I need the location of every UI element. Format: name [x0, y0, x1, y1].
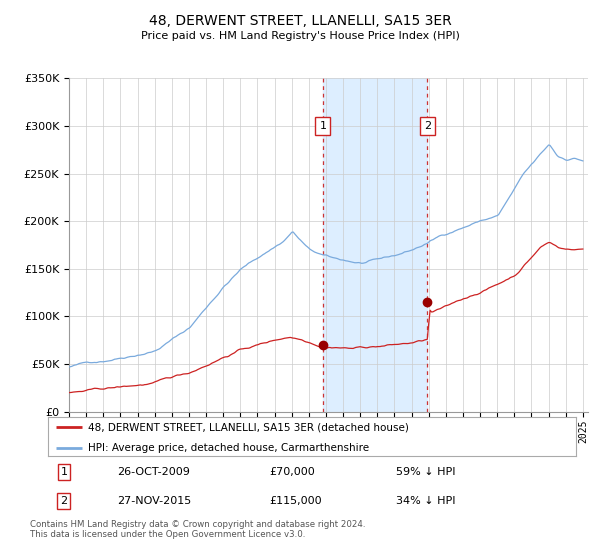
Text: 2: 2	[60, 496, 67, 506]
Text: 48, DERWENT STREET, LLANELLI, SA15 3ER (detached house): 48, DERWENT STREET, LLANELLI, SA15 3ER (…	[88, 422, 409, 432]
Text: 26-OCT-2009: 26-OCT-2009	[116, 467, 190, 477]
Text: Contains HM Land Registry data © Crown copyright and database right 2024.
This d: Contains HM Land Registry data © Crown c…	[30, 520, 365, 539]
Text: £115,000: £115,000	[270, 496, 322, 506]
Text: HPI: Average price, detached house, Carmarthenshire: HPI: Average price, detached house, Carm…	[88, 443, 369, 453]
Text: 48, DERWENT STREET, LLANELLI, SA15 3ER: 48, DERWENT STREET, LLANELLI, SA15 3ER	[149, 14, 451, 28]
Text: 2: 2	[424, 121, 431, 131]
Text: 27-NOV-2015: 27-NOV-2015	[116, 496, 191, 506]
Text: £70,000: £70,000	[270, 467, 316, 477]
Text: 1: 1	[319, 121, 326, 131]
Bar	[323, 78, 427, 412]
Text: 1: 1	[61, 467, 67, 477]
Text: 34% ↓ HPI: 34% ↓ HPI	[397, 496, 456, 506]
Text: 59% ↓ HPI: 59% ↓ HPI	[397, 467, 456, 477]
Text: Price paid vs. HM Land Registry's House Price Index (HPI): Price paid vs. HM Land Registry's House …	[140, 31, 460, 41]
